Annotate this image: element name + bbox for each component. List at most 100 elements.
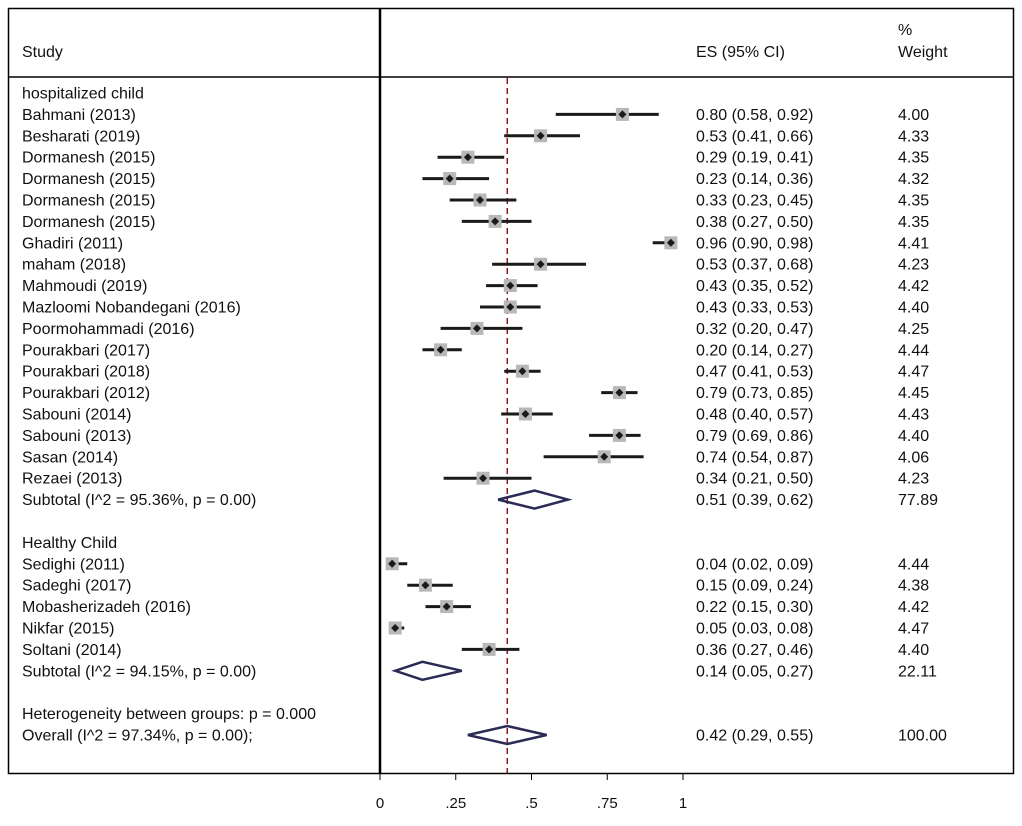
subtotal-es-ci: 0.14 (0.05, 0.27) (696, 663, 813, 680)
study-label: Sedighi (2011) (22, 556, 125, 573)
x-tick-label: .5 (525, 795, 538, 812)
point-estimate (536, 131, 545, 140)
weight-value: 4.42 (898, 278, 929, 295)
point-estimate (506, 303, 515, 311)
study-row: Dormanesh (2015) 0.33 (0.23, 0.45) 4.35 (22, 193, 929, 210)
es-ci-value: 0.04 (0.02, 0.09) (696, 556, 813, 573)
weight-value: 4.23 (898, 257, 929, 274)
weight-value: 4.44 (898, 342, 929, 359)
es-ci-value: 0.79 (0.69, 0.86) (696, 428, 813, 445)
study-row: Sasan (2014) 0.74 (0.54, 0.87) 4.06 (22, 449, 929, 466)
study-row: Sabouni (2013) 0.79 (0.69, 0.86) 4.40 (22, 428, 929, 445)
point-estimate (442, 602, 451, 611)
study-row: Pourakbari (2017) 0.20 (0.14, 0.27) 4.44 (22, 342, 929, 359)
es-ci-value: 0.20 (0.14, 0.27) (696, 342, 813, 359)
weight-value: 4.44 (898, 556, 929, 573)
study-label: Mobasherizadeh (2016) (22, 599, 191, 616)
point-estimate (518, 367, 527, 376)
x-tick-label: .25 (445, 795, 466, 812)
es-ci-value: 0.43 (0.33, 0.53) (696, 300, 813, 317)
point-estimate (421, 581, 430, 590)
weight-value: 4.00 (898, 107, 929, 124)
overall-weight: 100.00 (898, 728, 947, 745)
study-label: Besharati (2019) (22, 128, 140, 145)
study-label: Pourakbari (2018) (22, 364, 150, 381)
weight-value: 4.33 (898, 128, 929, 145)
es-ci-value: 0.32 (0.20, 0.47) (696, 321, 813, 338)
point-estimate (391, 624, 400, 632)
weight-value: 4.47 (898, 621, 929, 638)
subtotal-weight: 77.89 (898, 492, 938, 509)
study-label: Poormohammadi (2016) (22, 321, 195, 338)
es-ci-value: 0.79 (0.73, 0.85) (696, 385, 813, 402)
es-ci-value: 0.53 (0.37, 0.68) (696, 257, 813, 274)
study-row: Mobasherizadeh (2016) 0.22 (0.15, 0.30) 4.… (22, 599, 929, 616)
study-row: maham (2018) 0.53 (0.37, 0.68) 4.23 (22, 257, 929, 274)
study-row: Soltani (2014) 0.36 (0.27, 0.46) 4.40 (22, 642, 929, 659)
weight-value: 4.47 (898, 364, 929, 381)
point-estimate (506, 281, 515, 290)
study-label: Mazloomi Nobandegani (2016) (22, 300, 241, 317)
study-label: Pourakbari (2012) (22, 385, 150, 402)
subtotal-diamond (497, 489, 573, 510)
header-study: Study (22, 44, 63, 61)
plot-frame (7, 7, 1015, 775)
study-label: Sadeghi (2017) (22, 578, 131, 595)
weight-value: 4.06 (898, 449, 929, 466)
study-label: Mahmoudi (2019) (22, 278, 147, 295)
point-estimate (463, 153, 472, 162)
point-estimate (479, 474, 488, 483)
es-ci-value: 0.33 (0.23, 0.45) (696, 193, 813, 210)
point-estimate (600, 452, 609, 461)
study-row: Poormohammadi (2016) 0.32 (0.20, 0.47) 4.2… (22, 321, 929, 338)
es-ci-value: 0.22 (0.15, 0.30) (696, 599, 813, 616)
weight-value: 4.23 (898, 471, 929, 488)
weight-value: 4.38 (898, 578, 929, 595)
study-label: Rezaei (2013) (22, 471, 123, 488)
study-row: Sedighi (2011) 0.04 (0.02, 0.09) 4.44 (22, 556, 929, 573)
study-row: Sabouni (2014) 0.48 (0.40, 0.57) 4.43 (22, 407, 929, 424)
weight-value: 4.40 (898, 428, 929, 445)
weight-value: 4.32 (898, 171, 929, 188)
x-tick-label: .75 (597, 795, 618, 812)
es-ci-value: 0.53 (0.41, 0.66) (696, 128, 813, 145)
es-ci-value: 0.47 (0.41, 0.53) (696, 364, 813, 381)
es-ci-value: 0.34 (0.21, 0.50) (696, 471, 813, 488)
study-row: Dormanesh (2015) 0.29 (0.19, 0.41) 4.35 (22, 150, 929, 167)
heterogeneity-label: Heterogeneity between groups: p = 0.000 (22, 706, 316, 723)
point-estimate (388, 559, 397, 568)
study-label: Nikfar (2015) (22, 621, 114, 638)
es-ci-value: 0.15 (0.09, 0.24) (696, 578, 813, 595)
es-ci-value: 0.38 (0.27, 0.50) (696, 214, 813, 231)
study-row: Ghadiri (2011) 0.96 (0.90, 0.98) 4.41 (22, 235, 929, 252)
study-row: Bahmani (2013) 0.80 (0.58, 0.92) 4.00 (22, 107, 929, 124)
es-ci-value: 0.29 (0.19, 0.41) (696, 150, 813, 167)
weight-value: 4.41 (898, 235, 929, 252)
overall-label: Overall (I^2 = 97.34%, p = 0.00); (22, 728, 253, 745)
weight-value: 4.40 (898, 300, 929, 317)
point-estimate (436, 345, 445, 354)
es-ci-value: 0.43 (0.35, 0.52) (696, 278, 813, 295)
weight-value: 4.42 (898, 599, 929, 616)
study-label: Dormanesh (2015) (22, 171, 155, 188)
point-estimate (536, 260, 545, 269)
es-ci-value: 0.36 (0.27, 0.46) (696, 642, 813, 659)
es-ci-value: 0.80 (0.58, 0.92) (696, 107, 813, 124)
es-ci-value: 0.23 (0.14, 0.36) (696, 171, 813, 188)
weight-value: 4.35 (898, 150, 929, 167)
es-ci-value: 0.74 (0.54, 0.87) (696, 449, 813, 466)
subtotal-weight: 22.11 (898, 663, 937, 680)
study-label: Sasan (2014) (22, 449, 118, 466)
overall-es-ci: 0.42 (0.29, 0.55) (696, 728, 813, 745)
point-estimate (445, 174, 454, 183)
subtotal-label: Subtotal (I^2 = 95.36%, p = 0.00) (22, 492, 256, 509)
subtotal-label: Subtotal (I^2 = 94.15%, p = 0.00) (22, 663, 256, 680)
x-tick-label: 1 (679, 795, 687, 812)
study-label: Pourakbari (2017) (22, 342, 150, 359)
study-row: Pourakbari (2018) 0.47 (0.41, 0.53) 4.47 (22, 364, 929, 381)
weight-value: 4.35 (898, 193, 929, 210)
es-ci-value: 0.96 (0.90, 0.98) (696, 235, 813, 252)
study-row: Besharati (2019) 0.53 (0.41, 0.66) 4.33 (22, 128, 929, 145)
study-label: maham (2018) (22, 257, 126, 274)
